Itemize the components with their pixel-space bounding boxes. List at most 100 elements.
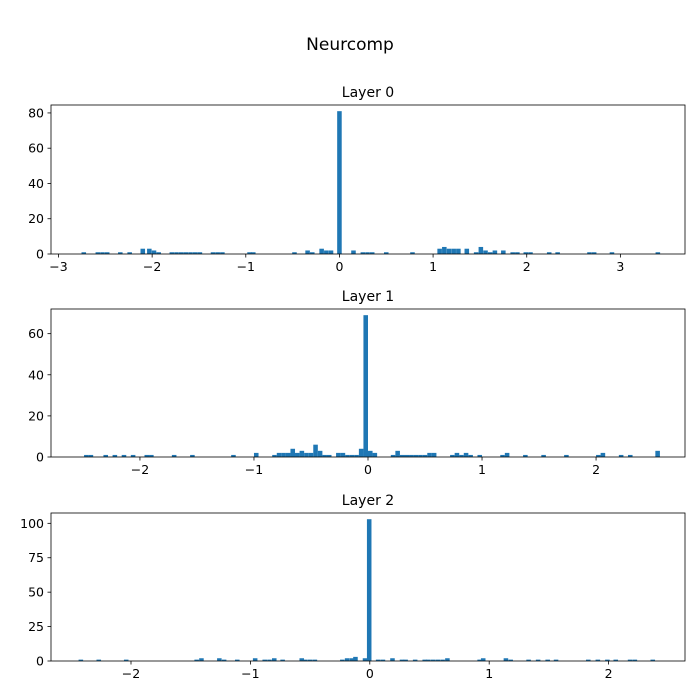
histogram-bar — [372, 452, 378, 457]
histogram-bar — [304, 452, 309, 457]
y-tick-label: 25 — [28, 619, 44, 634]
x-tick-label: −2 — [131, 462, 149, 477]
histogram-bar — [312, 659, 318, 661]
x-tick-label: −3 — [49, 259, 67, 274]
histogram-bar — [171, 454, 177, 457]
x-tick-label: −2 — [143, 259, 161, 274]
y-tick-label: 50 — [28, 585, 44, 600]
histogram-bar — [380, 659, 386, 661]
histogram-bar — [337, 111, 342, 254]
histogram-bar — [546, 252, 552, 254]
histogram-bar — [553, 659, 559, 661]
histogram-bar — [480, 658, 486, 661]
histogram-bar — [169, 252, 175, 254]
histogram-bar — [523, 454, 528, 457]
x-tick-label: 2 — [605, 666, 613, 681]
histogram-bar — [78, 659, 84, 661]
histogram-bar — [81, 252, 87, 254]
histogram-bar — [324, 250, 329, 254]
histogram-bar — [613, 659, 619, 661]
histogram-bar — [413, 454, 419, 457]
histogram-bar — [247, 252, 252, 254]
histogram-bar — [655, 252, 661, 254]
histogram-bar — [326, 454, 332, 457]
histogram-bar — [596, 454, 601, 457]
figure-title: Neurcomp — [306, 35, 394, 55]
histogram-bar — [483, 250, 488, 254]
histogram-bar — [292, 252, 297, 254]
subplot-title: Layer 2 — [342, 493, 394, 509]
histogram-bar — [395, 450, 400, 457]
histogram-bar — [627, 454, 633, 457]
y-tick-label: 0 — [36, 654, 44, 669]
histogram-bar — [151, 250, 157, 254]
histogram-bar — [147, 248, 152, 254]
histogram-bar — [422, 454, 428, 457]
x-tick-label: 1 — [478, 462, 486, 477]
histogram-bar — [194, 659, 199, 661]
histogram-bar — [437, 248, 442, 254]
histogram-bar — [215, 252, 220, 254]
histogram-bar — [655, 450, 660, 457]
histogram-bar — [96, 659, 102, 661]
histogram-bar — [456, 248, 461, 254]
histogram-bar — [618, 454, 624, 457]
histogram-bar — [528, 252, 533, 254]
histogram-bar — [344, 658, 350, 661]
histogram-bar — [463, 452, 469, 457]
histogram-bar — [197, 252, 203, 254]
histogram-bar — [412, 659, 418, 661]
histogram-bar — [541, 454, 546, 457]
histogram-bar — [451, 248, 456, 254]
histogram-bar — [127, 252, 132, 254]
histogram-bar — [112, 454, 118, 457]
histogram-bar — [586, 659, 591, 661]
subplot-layer-0: Layer 0 −3 −2 −1 0 1 2 3 0 20 40 60 80 — [28, 85, 686, 274]
histogram-bar — [363, 315, 368, 457]
histogram-bar — [459, 454, 464, 457]
histogram-bar — [526, 659, 531, 661]
histogram-bar — [299, 450, 305, 457]
histogram-bar — [340, 659, 345, 661]
histogram-bar — [445, 658, 450, 661]
histogram-bar — [103, 454, 109, 457]
y-tick-label: 20 — [28, 211, 44, 226]
histogram-bar — [251, 252, 256, 254]
histogram-bar — [360, 252, 366, 254]
histogram-bar — [508, 659, 513, 661]
histogram-bar — [390, 454, 396, 457]
histogram-bar — [234, 659, 240, 661]
x-tick-label: 0 — [366, 666, 374, 681]
histogram-bar — [118, 252, 123, 254]
histogram-bar — [404, 454, 410, 457]
y-tick-label: 60 — [28, 326, 44, 341]
histogram-bar — [454, 452, 460, 457]
histogram-bar — [504, 452, 510, 457]
histogram-bar — [477, 454, 483, 457]
histogram-bar — [510, 252, 515, 254]
histogram-bar — [310, 252, 315, 254]
x-tick-label: −1 — [245, 462, 263, 477]
histogram-bar — [307, 659, 313, 661]
histogram-bar — [503, 658, 509, 661]
histogram-bar — [253, 452, 259, 457]
histogram-bar — [231, 454, 236, 457]
histogram-bar — [600, 452, 606, 457]
subplot-title: Layer 0 — [342, 85, 394, 101]
histogram-bar — [368, 450, 373, 457]
histogram-bar — [627, 659, 633, 661]
histogram-bar — [351, 250, 356, 254]
histogram-bar — [564, 454, 569, 457]
histogram-bar — [210, 252, 216, 254]
histogram-bar — [276, 452, 282, 457]
histogram-bar — [199, 658, 204, 661]
subplot-title: Layer 1 — [342, 289, 394, 305]
histogram-bar — [435, 659, 441, 661]
histogram-bar — [477, 659, 482, 661]
histogram-bar — [403, 659, 408, 661]
histogram-bar — [426, 659, 431, 661]
histogram-bar — [375, 659, 381, 661]
histogram-bar — [95, 252, 101, 254]
histogram-bar — [427, 452, 432, 457]
